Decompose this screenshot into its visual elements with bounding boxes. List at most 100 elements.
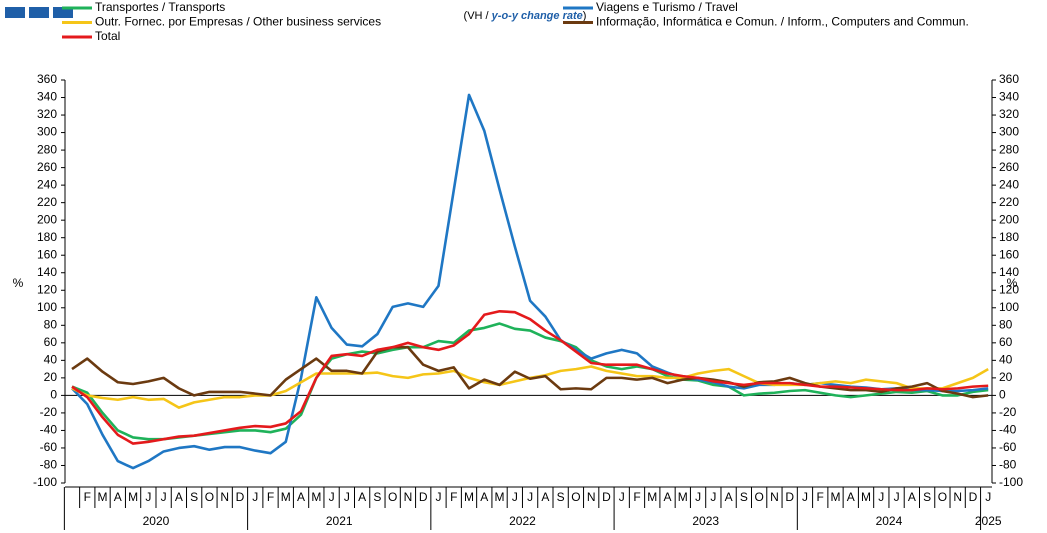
x-tick-label: D (785, 490, 794, 504)
legend-label: Viagens e Turismo / Travel (596, 0, 738, 14)
series-line (71, 345, 989, 399)
y2-tick-label: 60 (999, 335, 1013, 349)
x-tick-label: A (725, 490, 733, 504)
y2-tick-label: 360 (999, 72, 1019, 86)
x-tick-label: J (894, 490, 900, 504)
x-tick-label: N (953, 490, 962, 504)
x-tick-label: O (938, 490, 947, 504)
y2-tick-label: -60 (999, 440, 1017, 454)
x-tick-label: J (145, 490, 151, 504)
series-line (71, 322, 989, 441)
y2-tick-label: 100 (999, 300, 1019, 314)
y-tick-label: 160 (37, 247, 57, 261)
x-tick-label: O (571, 490, 580, 504)
y2-tick-label: 20 (999, 370, 1013, 384)
y-tick-label: 100 (37, 300, 57, 314)
x-tick-label: F (450, 490, 457, 504)
y-tick-label: -80 (40, 458, 58, 472)
y-tick-label: 20 (44, 370, 58, 384)
logo-block (53, 7, 73, 18)
y2-tick-label: 140 (999, 265, 1019, 279)
x-tick-label: D (602, 490, 611, 504)
y2-tick-label: -80 (999, 458, 1017, 472)
y-tick-label: 140 (37, 265, 57, 279)
x-tick-label: S (557, 490, 565, 504)
y2-tick-label: -40 (999, 423, 1017, 437)
legend-label: Transportes / Transports (95, 0, 225, 14)
y-tick-label: 0 (50, 388, 57, 402)
x-tick-label: D (969, 490, 978, 504)
x-tick-label: J (710, 490, 716, 504)
x-tick-label: J (802, 490, 808, 504)
x-tick-label: M (678, 490, 688, 504)
x-tick-label: S (923, 490, 931, 504)
y-tick-label: 200 (37, 212, 57, 226)
y-tick-label: 180 (37, 230, 57, 244)
x-tick-label: A (908, 490, 916, 504)
x-tick-label: J (878, 490, 884, 504)
year-label: 2020 (143, 514, 170, 528)
x-tick-label: N (404, 490, 413, 504)
x-tick-label: J (619, 490, 625, 504)
x-tick-label: M (831, 490, 841, 504)
x-tick-label: J (329, 490, 335, 504)
x-tick-label: A (297, 490, 305, 504)
x-tick-label: F (84, 490, 91, 504)
x-tick-label: S (190, 490, 198, 504)
x-tick-label: N (220, 490, 229, 504)
x-tick-label: M (128, 490, 138, 504)
y-tick-label: 280 (37, 142, 57, 156)
x-tick-label: A (480, 490, 488, 504)
y2-tick-label: 180 (999, 230, 1019, 244)
y2-tick-label: 260 (999, 160, 1019, 174)
x-tick-label: J (252, 490, 258, 504)
x-tick-label: A (114, 490, 122, 504)
year-label: 2024 (876, 514, 903, 528)
x-tick-label: M (464, 490, 474, 504)
x-tick-label: J (512, 490, 518, 504)
x-tick-label: F (633, 490, 640, 504)
y2-tick-label: -20 (999, 405, 1017, 419)
legend-label: Outr. Fornec. por Empresas / Other busin… (95, 15, 381, 29)
x-tick-label: M (861, 490, 871, 504)
y2-tick-label: 300 (999, 125, 1019, 139)
subtitle-prefix: (VH / (464, 10, 492, 22)
x-tick-label: A (541, 490, 549, 504)
year-label: 2022 (509, 514, 536, 528)
x-tick-label: O (388, 490, 397, 504)
y2-axis-label: % (1007, 276, 1018, 290)
x-tick-label: A (664, 490, 672, 504)
x-tick-label: D (236, 490, 245, 504)
x-tick-label: J (344, 490, 350, 504)
y-tick-label: 300 (37, 125, 57, 139)
x-tick-label: O (754, 490, 763, 504)
y2-tick-label: 340 (999, 90, 1019, 104)
y2-tick-label: 200 (999, 212, 1019, 226)
y2-tick-label: 320 (999, 107, 1019, 121)
y-axis-label: % (13, 276, 24, 290)
x-tick-label: O (205, 490, 214, 504)
series-line (71, 93, 989, 470)
y2-tick-label: 280 (999, 142, 1019, 156)
x-tick-label: J (985, 490, 991, 504)
x-tick-label: F (817, 490, 824, 504)
y-tick-label: -100 (33, 475, 57, 489)
y-tick-label: 80 (44, 317, 58, 331)
y-tick-label: -60 (40, 440, 58, 454)
x-tick-label: M (647, 490, 657, 504)
x-tick-label: M (98, 490, 108, 504)
year-label: 2025 (975, 514, 1002, 528)
y2-tick-label: -100 (999, 475, 1023, 489)
y-tick-label: -40 (40, 423, 58, 437)
x-tick-label: J (695, 490, 701, 504)
subtitle-emphasis: y-o-y change rate (491, 10, 583, 22)
y-tick-label: 60 (44, 335, 58, 349)
y-tick-label: 320 (37, 107, 57, 121)
logo-block (5, 7, 25, 18)
logo-block (29, 7, 49, 18)
y2-tick-label: 0 (999, 388, 1006, 402)
x-tick-label: N (587, 490, 596, 504)
year-label: 2023 (692, 514, 719, 528)
y2-tick-label: 160 (999, 247, 1019, 261)
y-tick-label: 340 (37, 90, 57, 104)
